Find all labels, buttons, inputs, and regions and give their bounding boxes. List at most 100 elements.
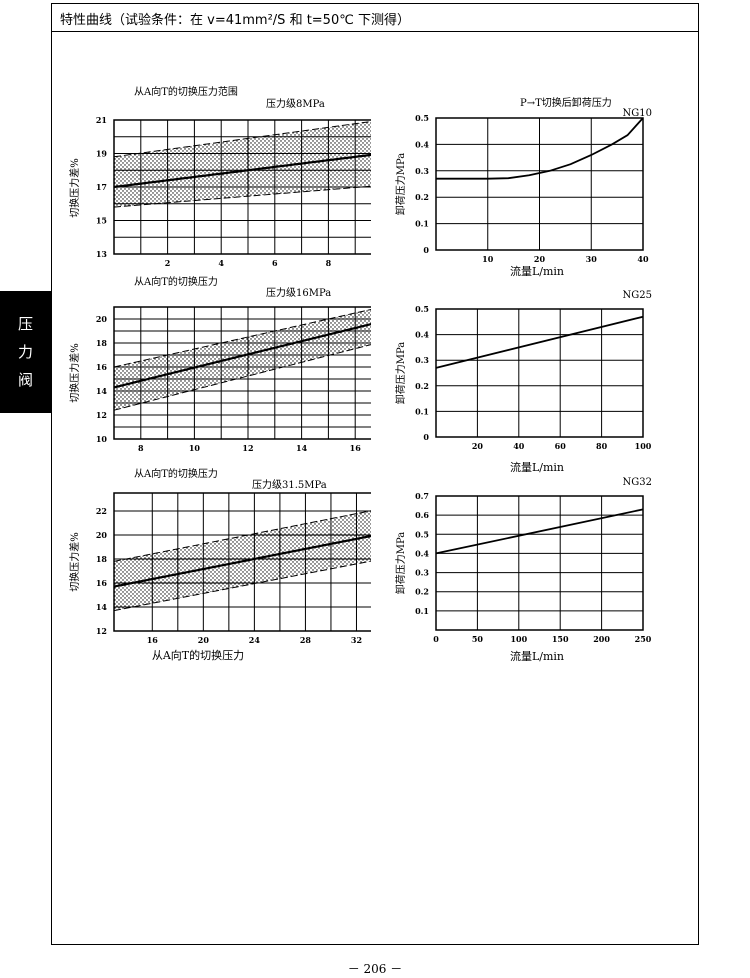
series-line [113,308,371,368]
chart-title: P→T切换后卸荷压力 [520,96,612,109]
x-axis-label: 流量L/min [510,649,564,663]
y-tick-label: 0.1 [415,606,429,616]
series-line [435,315,644,369]
x-tick-label: 20 [534,254,546,264]
x-axis-label: 流量L/min [510,264,564,278]
x-tick-label: 2 [165,258,171,268]
y-tick-label: 14 [96,386,108,396]
y-tick-label: 13 [96,249,108,259]
y-tick-label: 21 [96,115,107,125]
chart-subtitle: NG32 [623,477,652,488]
series-line [113,560,371,612]
y-tick-label: 0.6 [415,510,429,520]
y-tick-label: 17 [96,182,107,192]
y-tick-label: 20 [96,530,108,540]
y-axis-label: 卸荷压力MPa [394,532,407,595]
x-tick-label: 10 [482,254,494,264]
y-tick-label: 0.1 [415,219,429,229]
y-tick-label: 14 [96,602,108,612]
series-line [113,322,371,389]
plot-frame [435,495,644,631]
chart-unload-pressure-ng10: 10 20 30 40 0 0.1 0.2 0.3 0.4 0.5 P→T切换后卸荷压力 NG10 卸荷… [394,96,652,278]
series-line [113,153,371,189]
x-axis-label: 从A向T的切换压力 [152,648,244,662]
x-tick-label: 200 [593,634,610,644]
y-tick-label: 16 [96,578,108,588]
chart-switch-pressure-16mpa: 810121416101214161820(MPa)从A向T的切换压力压力级16… [68,275,371,453]
series-line [113,344,371,411]
x-tick-label: 16 [350,443,362,453]
chart-subtitle: NG25 [623,290,652,301]
chart-unload-pressure-ng25: 20 40 60 80 100 0 0.1 0.2 0.3 0.4 0.5 NG25 卸荷压力MPa 流量… [394,290,652,474]
x-tick-label: 14 [296,443,308,453]
y-tick-label: 0.5 [415,113,429,123]
y-tick-label: 15 [96,216,107,226]
control-range-band [114,309,371,411]
side-tab-char: 阀 [17,371,33,389]
x-tick-label: 10 [189,443,201,453]
y-axis-label: 切换压力差% [68,343,81,403]
chart-subtitle: 压力级16MPa [266,286,331,299]
chart-title: 从A向T的切换压力范围 [134,85,238,98]
series-line [113,534,371,588]
x-tick-label: 8 [138,443,144,453]
series-line [113,185,371,208]
chart-switch-pressure-8mpa: 2468101315171921(MPa)从A向T的切换压力范围压力级8MPa切… [68,85,371,268]
y-tick-label: 0.7 [415,491,429,501]
y-tick-label: 0.3 [415,166,429,176]
side-tab-char: 压 [17,315,33,333]
y-axis-label: 卸荷压力MPa [394,153,407,216]
y-tick-label: 0.3 [415,568,429,578]
y-axis-label: 切换压力差% [68,158,81,218]
y-tick-label: 0.5 [415,304,429,314]
plot-frame [113,492,371,632]
y-tick-label: 10 [96,434,108,444]
x-tick-label: 32 [351,635,362,645]
x-tick-label: 60 [555,441,567,451]
chart-title: 从A向T的切换压力 [134,467,218,480]
series-line [436,117,644,180]
chart-title: 从A向T的切换压力 [134,275,218,288]
chart-switch-pressure-31-5mpa: 1620242832121416182022(MPa)从A向T的切换压力压力级3… [68,467,371,662]
plot-frame [113,306,371,440]
y-tick-label: 0.4 [415,548,429,558]
plot-frame [435,117,644,251]
y-tick-label: 0.4 [415,139,429,149]
x-tick-label: 40 [637,254,649,264]
y-tick-label: 0.2 [415,192,429,202]
y-tick-label: 19 [96,149,108,159]
y-tick-label: 18 [96,338,108,348]
y-tick-label: 0 [423,432,429,442]
x-tick-label: 20 [472,441,484,451]
section-side-tab: 压 力 阀 [0,291,51,413]
y-axis-label: 卸荷压力MPa [394,342,407,405]
series-line [113,121,371,158]
x-tick-label: 150 [552,634,569,644]
header-title: 特性曲线（试验条件：在 v=41mm²/S 和 t=50℃ 下测得） [60,13,410,28]
chart-subtitle: 压力级31.5MPa [252,478,327,491]
x-tick-label: 250 [635,634,652,644]
chart-subtitle: NG10 [623,108,652,119]
control-range-band [114,121,371,208]
x-axis-label: 流量L/min [510,460,564,474]
x-tick-label: 100 [635,441,652,451]
y-tick-label: 12 [96,626,107,636]
x-tick-label: 24 [249,635,261,645]
side-tab-char: 力 [17,343,33,361]
y-tick-label: 0.2 [415,381,429,391]
plot-frame [435,308,644,438]
y-tick-label: 16 [96,362,108,372]
x-tick-label: 100 [510,634,527,644]
x-tick-label: 16 [147,635,159,645]
x-tick-label: 40 [513,441,525,451]
y-tick-label: 20 [96,314,108,324]
x-tick-label: 28 [300,635,312,645]
series-line [435,508,644,555]
x-tick-label: 80 [596,441,608,451]
x-tick-label: 50 [472,634,484,644]
x-tick-label: 0 [433,634,439,644]
y-tick-label: 0.2 [415,587,429,597]
y-tick-label: 22 [96,506,107,516]
x-tick-label: 20 [198,635,210,645]
y-tick-label: 0.1 [415,406,429,416]
